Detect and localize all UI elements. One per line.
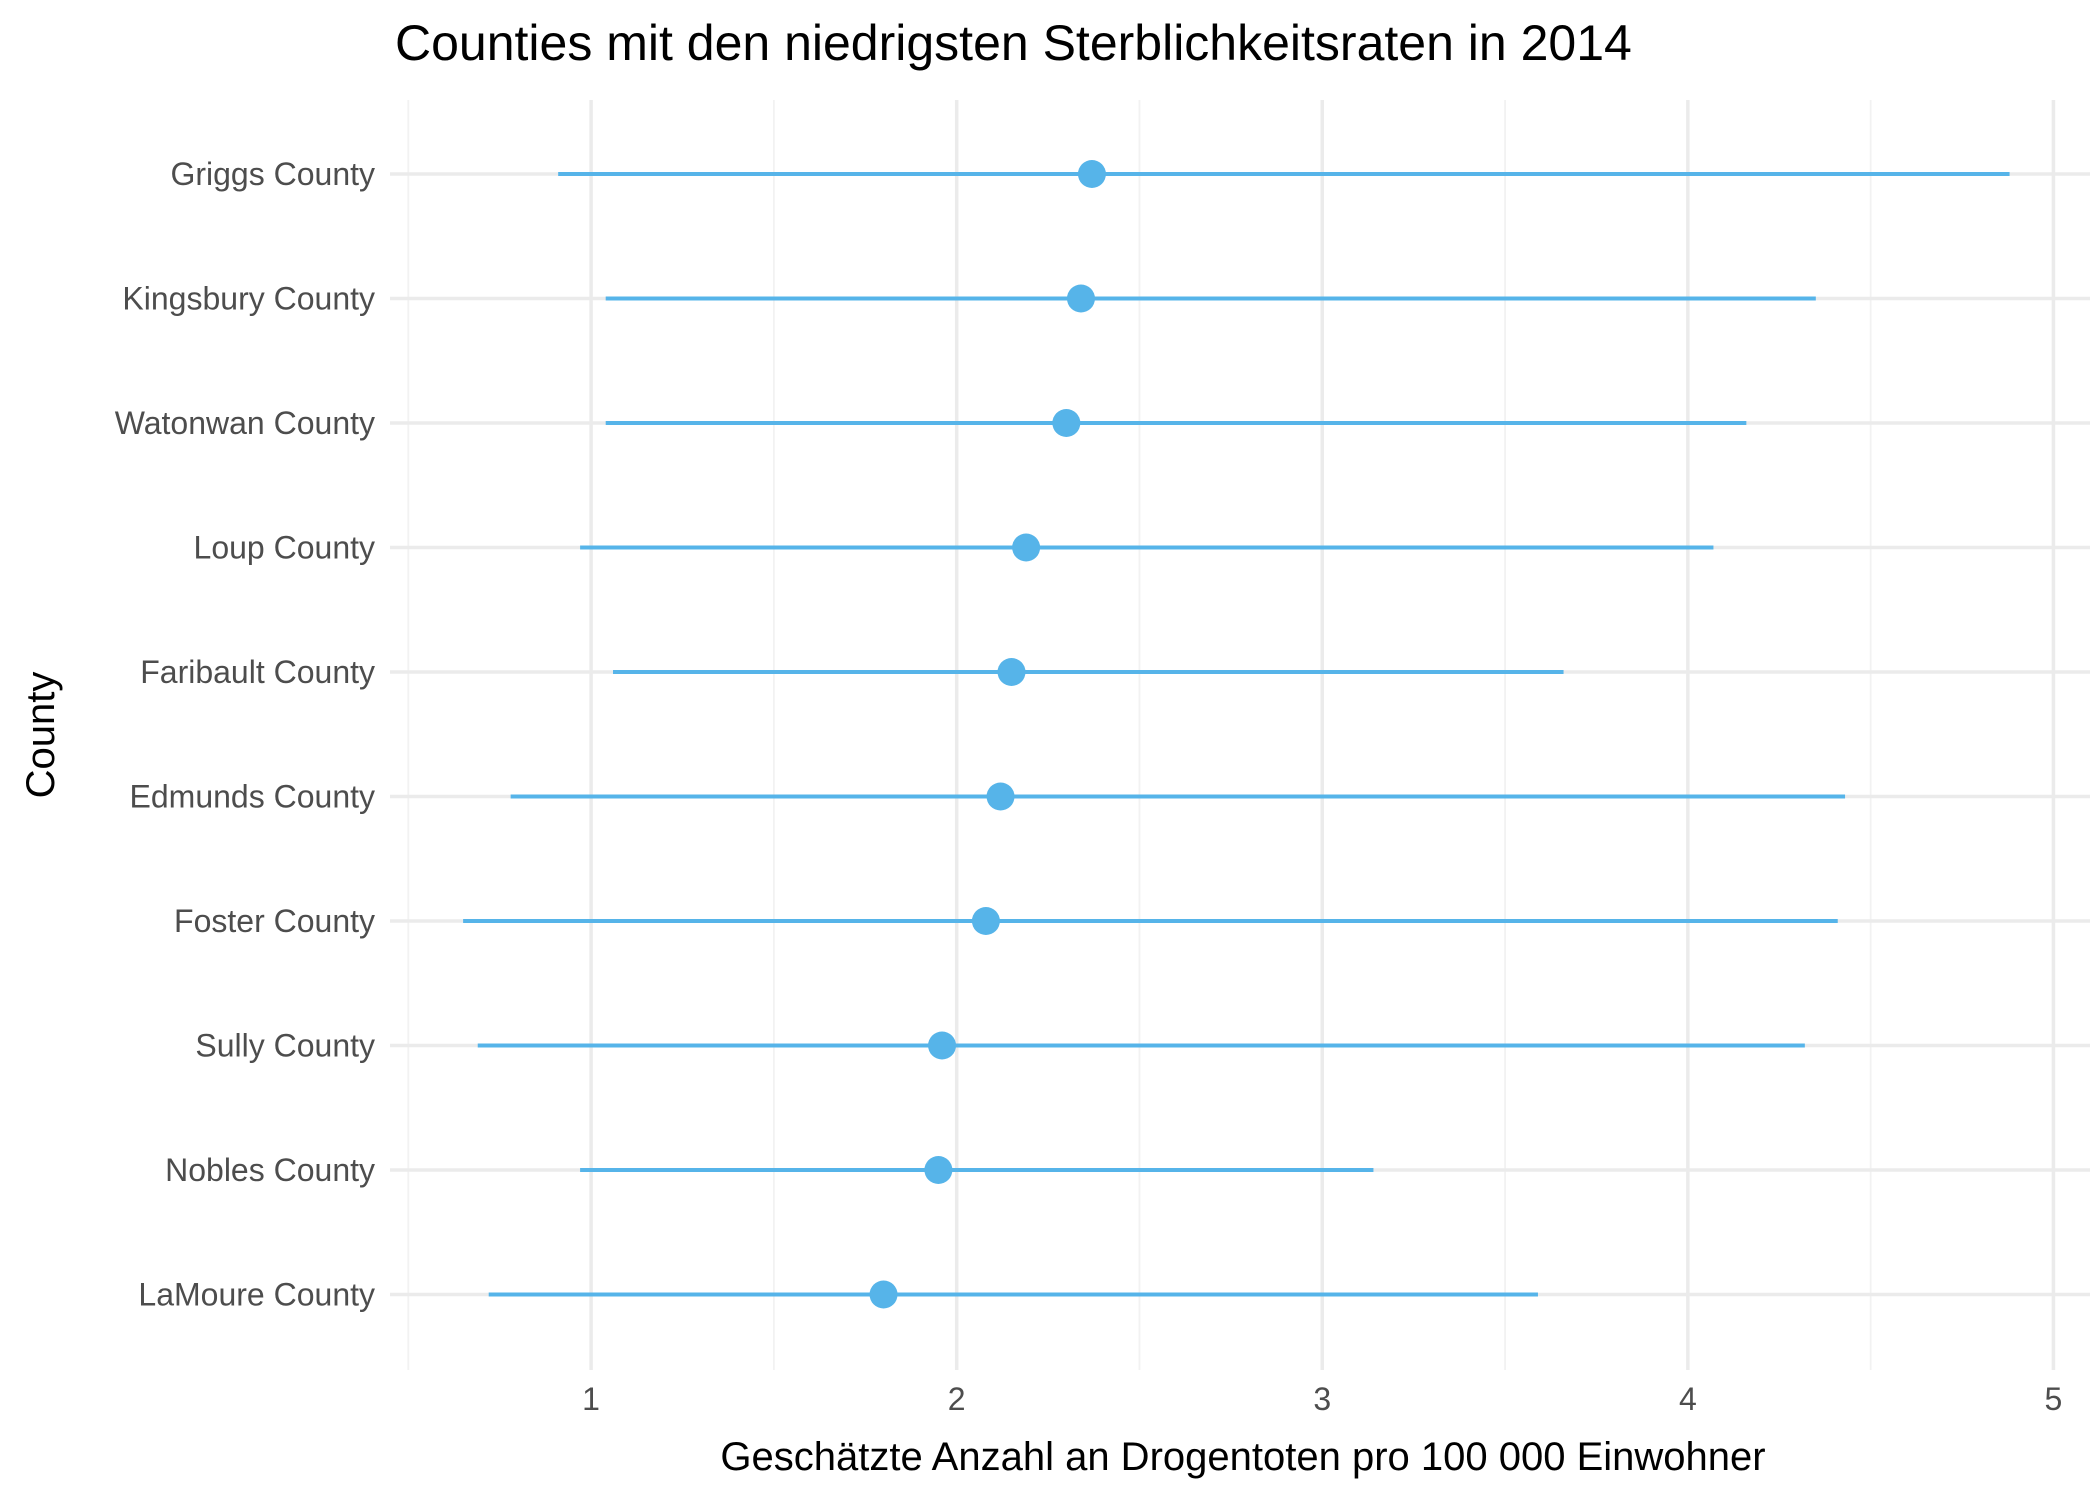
y-tick-label: Foster County (174, 903, 375, 939)
y-tick-labels: Griggs County Kingsbury County Watonwan Co… (115, 156, 375, 1313)
data-point (971, 907, 1000, 935)
data-point (869, 1280, 898, 1309)
data-point (928, 1031, 957, 1060)
data-point (1012, 533, 1041, 562)
y-tick-label: Kingsbury County (122, 281, 375, 317)
y-tick-label: Griggs County (170, 156, 375, 192)
x-tick-label: 1 (582, 1381, 600, 1417)
y-tick-label: Sully County (195, 1028, 375, 1064)
x-tick-label: 2 (948, 1381, 966, 1417)
point-layer (869, 160, 1106, 1309)
y-tick-label: Watonwan County (115, 405, 375, 441)
y-tick-label: LaMoure County (138, 1277, 375, 1313)
grid (390, 100, 2090, 1370)
y-tick-label: Loup County (194, 530, 375, 566)
interval-layer (463, 172, 2010, 1297)
x-tick-label: 3 (1313, 1381, 1331, 1417)
y-tick-label: Edmunds County (130, 779, 375, 815)
y-axis-title: County (19, 672, 63, 799)
data-point (997, 658, 1026, 686)
y-tick-label: Faribault County (140, 654, 375, 690)
data-point (924, 1156, 953, 1184)
data-point (1066, 284, 1095, 313)
x-tick-label: 5 (2045, 1381, 2063, 1417)
data-point (1052, 409, 1081, 437)
x-axis-title: Geschätzte Anzahl an Drogentoten pro 100… (720, 1435, 1765, 1479)
data-point (1077, 160, 1106, 188)
x-tick-labels: 1 2 3 4 5 (582, 1381, 2062, 1417)
y-tick-label: Nobles County (165, 1152, 375, 1188)
chart-title: Counties mit den niedrigsten Sterblichke… (395, 15, 1632, 71)
data-point (986, 782, 1015, 811)
x-tick-label: 4 (1679, 1381, 1697, 1417)
